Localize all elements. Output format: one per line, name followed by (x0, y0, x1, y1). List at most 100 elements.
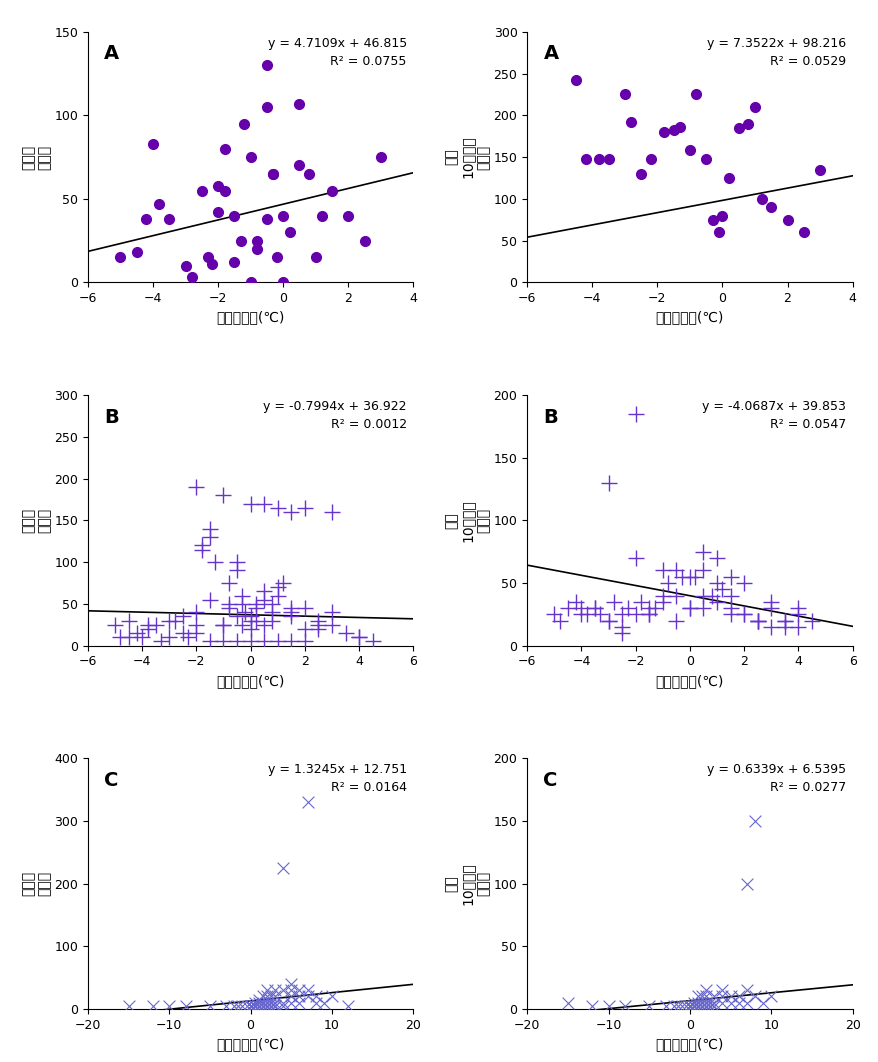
Point (715, 981, 729, 998)
Point (698, 988, 712, 1005)
Point (276, 859, 290, 876)
Point (694, 994, 709, 1011)
Point (666, 998, 680, 1015)
Point (248, 994, 262, 1011)
Point (284, 607, 298, 624)
Point (723, 605, 737, 622)
Point (284, 600, 298, 617)
Point (292, 96, 306, 113)
Point (260, 210, 274, 227)
Point (670, 998, 684, 1015)
Point (341, 207, 355, 224)
Point (698, 994, 712, 1011)
Point (615, 618, 629, 635)
Point (162, 629, 176, 646)
Point (547, 605, 561, 622)
Point (373, 149, 387, 166)
Point (739, 875, 753, 892)
Point (260, 997, 274, 1014)
Point (690, 998, 704, 1015)
Point (777, 612, 791, 629)
Y-axis label: 인구
10만명당
발생률: 인구 10만명당 발생률 (444, 136, 490, 178)
Point (352, 629, 366, 646)
Point (284, 503, 298, 520)
Point (658, 998, 672, 1015)
Point (148, 616, 162, 633)
Point (655, 562, 669, 579)
Point (162, 210, 176, 227)
Point (741, 115, 755, 132)
Point (682, 568, 696, 585)
Point (311, 616, 325, 633)
Point (601, 612, 615, 629)
Point (655, 587, 669, 604)
Text: C: C (104, 771, 119, 790)
Point (668, 612, 682, 629)
Point (217, 182, 231, 199)
Point (300, 981, 314, 998)
Point (221, 596, 235, 613)
Point (243, 149, 257, 166)
Point (243, 997, 257, 1014)
Point (698, 998, 712, 1015)
Point (674, 998, 688, 1015)
Point (243, 997, 257, 1014)
Point (263, 988, 277, 1005)
Point (790, 605, 804, 622)
Point (221, 600, 235, 617)
Point (270, 587, 284, 604)
Point (211, 204, 225, 221)
Point (263, 994, 277, 1011)
Point (270, 499, 284, 516)
Point (270, 249, 284, 266)
Point (325, 503, 339, 520)
Point (655, 594, 669, 611)
Point (308, 994, 322, 1011)
Point (709, 575, 723, 592)
Point (682, 998, 696, 1015)
Point (687, 998, 701, 1015)
Point (560, 994, 574, 1011)
Point (195, 542, 209, 559)
Point (750, 612, 764, 629)
Point (257, 583, 271, 600)
Point (642, 605, 656, 622)
Point (235, 616, 249, 633)
Point (747, 988, 761, 1005)
Point (311, 612, 325, 629)
Point (250, 240, 264, 257)
Text: y = 0.6339x + 6.5395
R² = 0.0277: y = 0.6339x + 6.5395 R² = 0.0277 (706, 764, 846, 794)
X-axis label: 일최저기온(℃): 일최저기온(℃) (216, 311, 284, 325)
Point (248, 997, 262, 1014)
Point (777, 618, 791, 635)
Point (276, 981, 290, 998)
Point (283, 224, 297, 241)
Point (276, 207, 290, 224)
Point (243, 607, 257, 624)
Point (260, 981, 274, 998)
Point (687, 568, 702, 585)
Point (715, 994, 729, 1011)
Point (276, 274, 290, 291)
Point (260, 997, 274, 1014)
Point (231, 997, 245, 1014)
Point (146, 135, 160, 152)
Point (578, 151, 592, 168)
Point (298, 633, 312, 650)
Point (642, 600, 656, 617)
Point (709, 549, 723, 566)
Point (230, 553, 244, 570)
Point (695, 562, 709, 579)
Point (633, 594, 647, 611)
Y-axis label: 연평균
발생수: 연평균 발생수 (21, 508, 52, 533)
Point (338, 624, 352, 641)
Point (230, 607, 244, 624)
Point (201, 249, 215, 266)
Point (113, 629, 127, 646)
Point (178, 997, 192, 1014)
Y-axis label: 연평균
발생수: 연평균 발생수 (21, 144, 52, 170)
Point (248, 997, 262, 1014)
Point (292, 988, 306, 1005)
Point (203, 529, 217, 546)
Point (211, 177, 225, 194)
